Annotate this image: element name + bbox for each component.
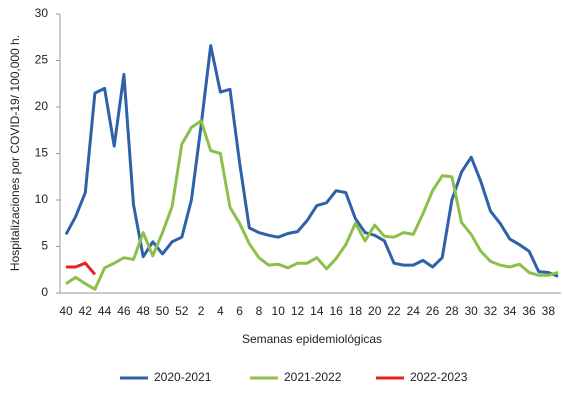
x-tick-label: 44 [98, 304, 112, 318]
x-tick-label: 50 [156, 304, 170, 318]
y-tick-label: 10 [35, 192, 49, 206]
x-tick-label: 32 [484, 304, 498, 318]
x-axis-title: Semanas epidemiológicas [242, 332, 382, 346]
series-line [65, 119, 559, 291]
x-tick-label: 20 [368, 304, 382, 318]
y-tick-label: 20 [35, 99, 49, 113]
y-axis-title: Hospitalizaciones por COVID-19/ 100,000 … [8, 35, 22, 271]
x-tick-label: 18 [349, 304, 363, 318]
x-tick-label: 6 [236, 304, 243, 318]
y-tick-label: 30 [35, 6, 49, 20]
x-tick-label: 16 [329, 304, 343, 318]
x-tick-label: 48 [136, 304, 150, 318]
x-tick-label: 10 [272, 304, 286, 318]
x-tick-label: 46 [117, 304, 131, 318]
x-tick-label: 22 [387, 304, 401, 318]
x-tick-label: 2 [198, 304, 205, 318]
y-tick-label: 15 [35, 146, 49, 160]
x-tick-label: 24 [407, 304, 421, 318]
x-tick-label: 30 [464, 304, 478, 318]
x-tick-label: 28 [445, 304, 459, 318]
x-tick-label: 40 [59, 304, 73, 318]
y-tick-label: 5 [41, 239, 48, 253]
legend-label: 2022-2023 [410, 370, 468, 384]
x-tick-label: 12 [291, 304, 305, 318]
x-tick-label: 36 [522, 304, 536, 318]
x-tick-label: 52 [175, 304, 189, 318]
x-tick-label: 26 [426, 304, 440, 318]
x-tick-label: 42 [79, 304, 93, 318]
series-line [66, 261, 97, 276]
x-tick-label: 4 [217, 304, 224, 318]
y-tick-label: 0 [41, 285, 48, 299]
y-tick-label: 25 [35, 53, 49, 67]
series-line [64, 44, 559, 278]
x-tick-label: 14 [310, 304, 324, 318]
x-tick-label: 34 [503, 304, 517, 318]
x-tick-label: 8 [256, 304, 263, 318]
legend-label: 2020-2021 [154, 370, 212, 384]
x-tick-label: 38 [542, 304, 556, 318]
legend-label: 2021-2022 [284, 370, 342, 384]
